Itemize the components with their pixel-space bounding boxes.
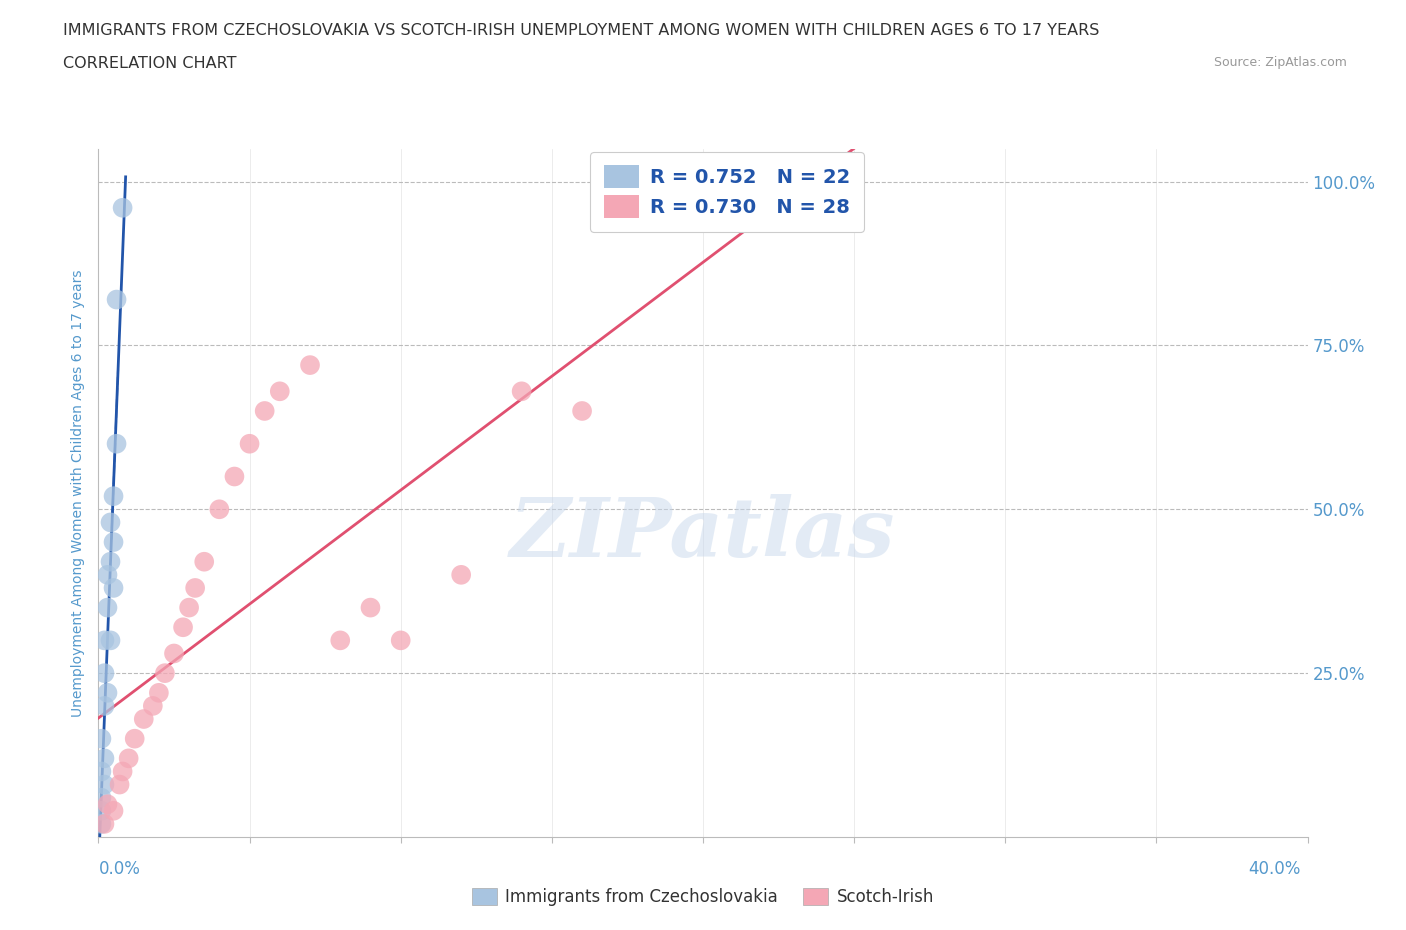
- Point: [105, 436, 128, 451]
- Point: [93, 666, 115, 681]
- Point: [329, 633, 352, 648]
- Text: 40.0%: 40.0%: [1249, 860, 1301, 878]
- Point: [105, 292, 128, 307]
- Point: [96, 685, 118, 700]
- Point: [510, 384, 533, 399]
- Point: [208, 502, 231, 517]
- Point: [96, 600, 118, 615]
- Point: [389, 633, 412, 648]
- Point: [96, 797, 118, 812]
- Point: [450, 567, 472, 582]
- Point: [571, 404, 593, 418]
- Y-axis label: Unemployment Among Women with Children Ages 6 to 17 years: Unemployment Among Women with Children A…: [72, 269, 86, 717]
- Point: [153, 666, 176, 681]
- Text: CORRELATION CHART: CORRELATION CHART: [63, 56, 236, 71]
- Text: 0.0%: 0.0%: [98, 860, 141, 878]
- Point: [103, 535, 125, 550]
- Point: [93, 751, 115, 765]
- Point: [103, 804, 125, 818]
- Point: [100, 554, 122, 569]
- Text: IMMIGRANTS FROM CZECHOSLOVAKIA VS SCOTCH-IRISH UNEMPLOYMENT AMONG WOMEN WITH CHI: IMMIGRANTS FROM CZECHOSLOVAKIA VS SCOTCH…: [63, 23, 1099, 38]
- Point: [269, 384, 291, 399]
- Point: [193, 554, 215, 569]
- Legend: Immigrants from Czechoslovakia, Scotch-Irish: Immigrants from Czechoslovakia, Scotch-I…: [465, 881, 941, 912]
- Point: [93, 777, 115, 792]
- Point: [360, 600, 382, 615]
- Point: [132, 711, 155, 726]
- Point: [93, 633, 115, 648]
- Point: [103, 489, 125, 504]
- Point: [90, 764, 112, 779]
- Point: [90, 817, 112, 831]
- Point: [111, 764, 134, 779]
- Point: [90, 790, 112, 805]
- Point: [172, 619, 194, 634]
- Point: [184, 580, 207, 595]
- Text: Source: ZipAtlas.com: Source: ZipAtlas.com: [1213, 56, 1347, 69]
- Point: [108, 777, 131, 792]
- Point: [90, 804, 112, 818]
- Point: [239, 436, 262, 451]
- Point: [111, 200, 134, 215]
- Point: [163, 646, 186, 661]
- Point: [224, 469, 246, 484]
- Point: [90, 731, 112, 746]
- Point: [103, 580, 125, 595]
- Legend: R = 0.752   N = 22, R = 0.730   N = 28: R = 0.752 N = 22, R = 0.730 N = 28: [591, 152, 865, 232]
- Point: [299, 358, 322, 373]
- Point: [142, 698, 165, 713]
- Point: [179, 600, 201, 615]
- Point: [100, 633, 122, 648]
- Text: ZIPatlas: ZIPatlas: [510, 494, 896, 574]
- Point: [148, 685, 170, 700]
- Point: [93, 817, 115, 831]
- Point: [253, 404, 276, 418]
- Point: [118, 751, 141, 765]
- Point: [96, 567, 118, 582]
- Point: [93, 698, 115, 713]
- Point: [100, 515, 122, 530]
- Point: [124, 731, 146, 746]
